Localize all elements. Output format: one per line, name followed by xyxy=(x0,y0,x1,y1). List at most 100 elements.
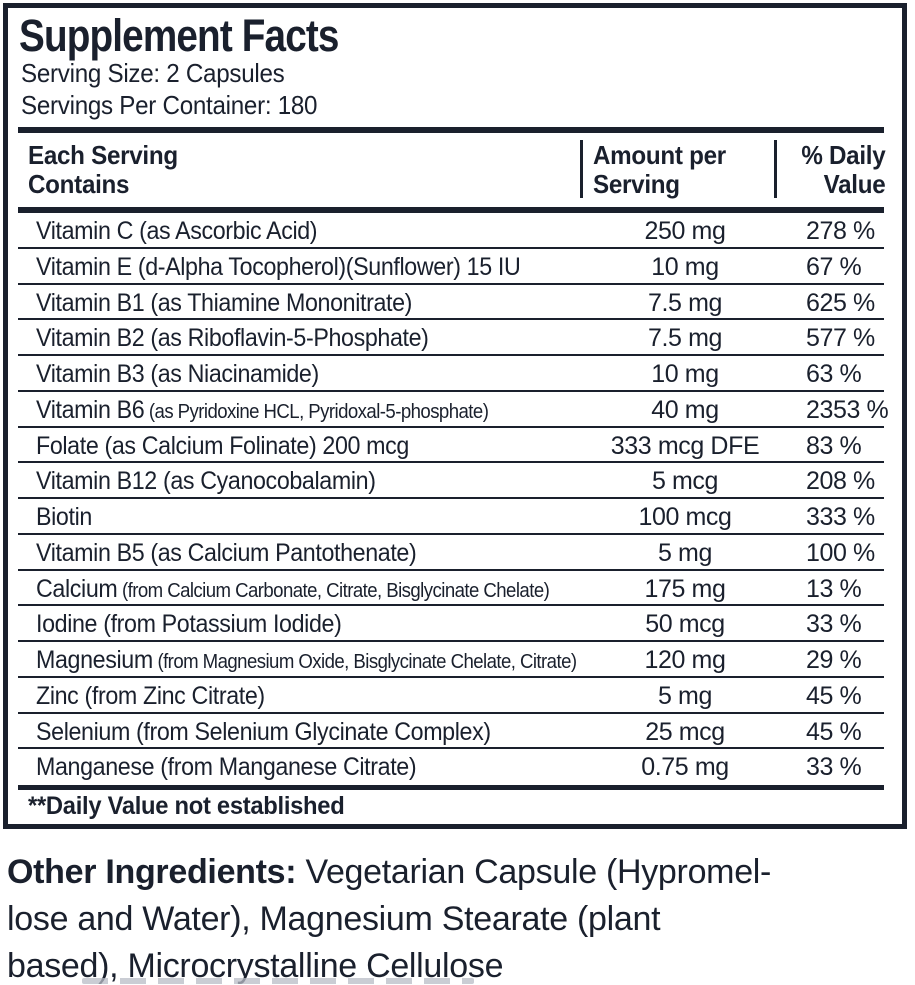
thick-rule-top xyxy=(18,127,884,133)
row-detail: (as Riboflavin-5-Phosphate) xyxy=(144,324,429,353)
row-label: Vitamin B5 (as Calcium Pantothenate) xyxy=(36,538,417,568)
row-name: Vitamin B1 xyxy=(36,288,145,317)
row-detail: (as Ascorbic Acid) xyxy=(133,217,318,245)
row-daily-value: 333 % xyxy=(806,503,875,531)
column-header-each-serving-line1: Each Serving xyxy=(28,140,178,170)
servings-per-container: Servings Per Container: 180 xyxy=(21,90,318,120)
table-row: Selenium (from Selenium Glycinate Comple… xyxy=(18,714,884,750)
row-daily-value: 577 % xyxy=(806,324,875,353)
table-row: Vitamin B3 (as Niacinamide) 10 mg 63 % xyxy=(18,356,884,392)
row-daily-value: 13 % xyxy=(806,574,862,603)
column-header-daily-value: % Daily Value xyxy=(801,141,885,199)
row-detail: (from Potassium Iodide) xyxy=(97,610,342,639)
column-divider-right xyxy=(774,140,777,198)
row-detail: (as Calcium Pantothenate) xyxy=(144,538,417,567)
row-amount: 333 mcg DFE xyxy=(610,431,760,460)
row-label: Selenium (from Selenium Glycinate Comple… xyxy=(36,718,491,747)
serving-size: Serving Size: 2 Capsules xyxy=(21,58,285,88)
row-amount: 7.5 mg xyxy=(647,288,723,317)
row-name: Vitamin B3 xyxy=(36,360,145,388)
row-daily-value: 45 % xyxy=(806,717,862,746)
row-detail: (from Selenium Glycinate Complex) xyxy=(129,717,491,746)
row-amount: 10 mg xyxy=(651,360,719,388)
row-amount: 5 mg xyxy=(658,681,712,710)
row-daily-value: 83 % xyxy=(806,431,862,460)
row-label: Magnesium (from Magnesium Oxide, Bisglyc… xyxy=(36,646,577,675)
table-row: Vitamin B6 (as Pyridoxine HCL, Pyridoxal… xyxy=(18,392,889,428)
row-label: Calcium (from Calcium Carbonate, Citrate… xyxy=(36,574,550,604)
row-daily-value: 100 % xyxy=(806,538,875,567)
row-daily-value: 63 % xyxy=(806,360,862,388)
row-label: Vitamin B3 (as Niacinamide) xyxy=(36,360,319,389)
row-detail: (from Zinc Citrate) xyxy=(78,681,266,710)
row-amount: 100 mcg xyxy=(638,503,732,531)
table-row: Biotin 100 mcg 333 % xyxy=(18,499,884,535)
row-name: Vitamin B12 xyxy=(36,467,157,496)
row-label: Biotin xyxy=(36,503,92,532)
row-name: Calcium xyxy=(36,574,118,603)
table-row: Calcium (from Calcium Carbonate, Citrate… xyxy=(18,571,884,607)
row-name: Vitamin C xyxy=(36,217,134,245)
row-daily-value: 2353 % xyxy=(806,395,889,424)
row-daily-value: 278 % xyxy=(806,217,875,245)
row-amount: 25 mcg xyxy=(645,717,725,746)
other-ingredients-line1-text: Vegetarian Capsule (Hypromel- xyxy=(296,853,772,891)
row-daily-value: 29 % xyxy=(806,646,862,674)
thick-rule-header xyxy=(18,207,884,213)
table-row: Vitamin C (as Ascorbic Acid) 250 mg 278 … xyxy=(18,213,884,249)
table-row: Zinc (from Zinc Citrate) 5 mg 45 % xyxy=(18,678,884,714)
supplement-facts-panel: Supplement Facts Serving Size: 2 Capsule… xyxy=(3,3,907,829)
row-detail: (as Thiamine Mononitrate) xyxy=(144,288,413,317)
row-name: Folate xyxy=(36,431,99,460)
thick-rule-footer xyxy=(18,785,884,790)
row-label: Manganese (from Manganese Citrate) xyxy=(36,753,417,782)
row-label: Vitamin B6 (as Pyridoxine HCL, Pyridoxal… xyxy=(36,395,489,425)
table-row: Vitamin B12 (as Cyanocobalamin) 5 mcg 20… xyxy=(18,463,884,499)
row-name: Vitamin B5 xyxy=(36,538,145,567)
other-ingredients: Other Ingredients: Vegetarian Capsule (H… xyxy=(7,849,771,985)
other-ingredients-line1: Other Ingredients: Vegetarian Capsule (H… xyxy=(7,849,771,896)
row-name: Vitamin B6 xyxy=(36,395,145,424)
row-amount: 7.5 mg xyxy=(647,324,723,353)
row-amount: 0.75 mg xyxy=(641,753,729,782)
row-amount: 5 mcg xyxy=(651,467,719,496)
row-detail: (as Pyridoxine HCL, Pyridoxal-5-phosphat… xyxy=(144,400,489,423)
daily-value-footnote: **Daily Value not established xyxy=(28,792,345,820)
other-ingredients-line2: lose and Water), Magnesium Stearate (pla… xyxy=(7,900,661,938)
row-label: Zinc (from Zinc Citrate) xyxy=(36,682,265,711)
row-daily-value: 45 % xyxy=(806,681,862,710)
table-row: Manganese (from Manganese Citrate) 0.75 … xyxy=(18,749,884,785)
row-amount: 40 mg xyxy=(651,395,719,424)
row-amount: 50 mcg xyxy=(645,610,725,639)
row-amount: 250 mg xyxy=(644,217,726,245)
column-header-amount-line2: Serving xyxy=(593,169,680,199)
row-amount: 5 mg xyxy=(658,538,712,567)
row-amount: 120 mg xyxy=(644,646,726,674)
table-row: Magnesium (from Magnesium Oxide, Bisglyc… xyxy=(18,642,884,678)
row-daily-value: 33 % xyxy=(806,753,862,782)
cutoff-text-sliver xyxy=(82,978,474,984)
row-name: Magnesium xyxy=(36,646,153,674)
row-name: Biotin xyxy=(36,503,92,531)
row-name: Vitamin B2 xyxy=(36,324,145,353)
row-name: Zinc xyxy=(36,681,79,710)
facts-rows: Vitamin C (as Ascorbic Acid) 250 mg 278 … xyxy=(18,213,889,785)
column-header-amount-line1: Amount per xyxy=(593,140,726,170)
row-amount: 175 mg xyxy=(644,574,726,603)
row-label: Vitamin B12 (as Cyanocobalamin) xyxy=(36,467,376,496)
row-label: Vitamin C (as Ascorbic Acid) xyxy=(36,217,318,246)
table-row: Vitamin E (d-Alpha Tocopherol)(Sunflower… xyxy=(18,249,884,285)
row-detail: (from Manganese Citrate) xyxy=(154,753,417,782)
row-detail: (from Calcium Carbonate, Citrate, Bisgly… xyxy=(117,579,550,602)
row-name: Iodine xyxy=(36,610,98,639)
panel-title: Supplement Facts xyxy=(19,10,339,61)
row-daily-value: 67 % xyxy=(806,252,862,281)
row-name: Manganese xyxy=(36,753,155,782)
row-name: Selenium xyxy=(36,717,130,746)
table-row: Vitamin B2 (as Riboflavin-5-Phosphate) 7… xyxy=(18,320,884,356)
row-label: Vitamin B2 (as Riboflavin-5-Phosphate) xyxy=(36,324,429,353)
row-daily-value: 33 % xyxy=(806,610,862,639)
other-ingredients-label: Other Ingredients: xyxy=(7,853,297,891)
row-detail: (as Calcium Folinate) 200 mcg xyxy=(98,431,409,460)
